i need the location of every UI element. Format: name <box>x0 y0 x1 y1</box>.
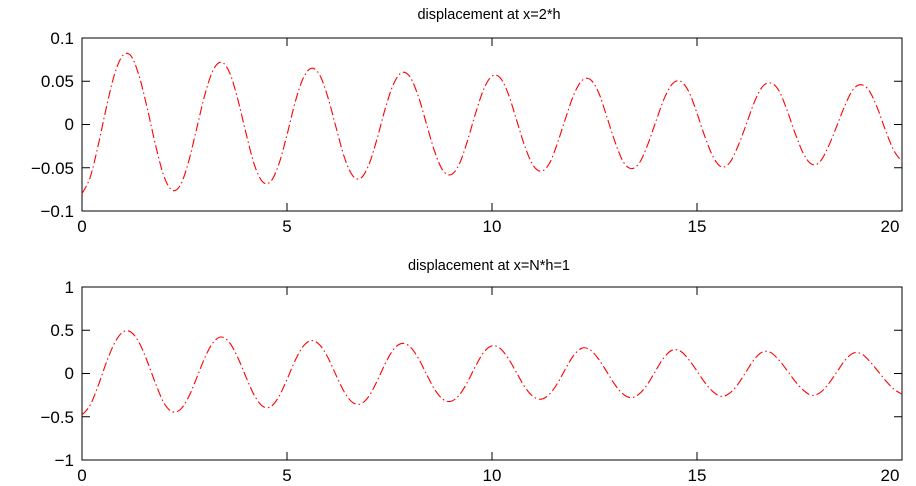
chart-title-bottom: displacement at x=N*h=1 <box>408 258 570 274</box>
series-line-bottom <box>81 330 903 416</box>
x-tick-label-top-4: 20 <box>881 217 900 236</box>
chart-title-top: displacement at x=2*h <box>417 7 560 23</box>
x-tick-label-bottom-3: 15 <box>688 466 707 485</box>
x-ticks-top: 0 5 10 15 20 <box>77 217 899 236</box>
x-tick-label-top-2: 10 <box>483 217 502 236</box>
y-tick-label-top-1: 0.05 <box>41 72 74 91</box>
x-tick-label-bottom-4: 20 <box>881 466 900 485</box>
x-tick-label-bottom-2: 10 <box>483 466 502 485</box>
x-tick-label-top-0: 0 <box>77 217 86 236</box>
y-tick-label-top-2: 0 <box>65 115 74 134</box>
x-ticks-bottom: 0 5 10 15 20 <box>77 466 899 485</box>
axes-box-bottom <box>81 286 903 461</box>
x-tick-label-bottom-0: 0 <box>77 466 86 485</box>
y-tick-label-top-0: 0.1 <box>50 29 74 48</box>
y-tick-label-top-3: −0.05 <box>31 159 74 178</box>
series-line-top <box>81 52 903 194</box>
x-tick-label-top-3: 15 <box>688 217 707 236</box>
x-tick-label-bottom-1: 5 <box>282 466 291 485</box>
y-tick-label-bottom-0: 1 <box>65 278 74 297</box>
y-tick-label-bottom-3: −0.5 <box>40 408 74 427</box>
tick-marks-bottom <box>81 286 903 461</box>
y-tick-label-top-4: −0.1 <box>40 202 74 221</box>
x-tick-label-top-1: 5 <box>282 217 291 236</box>
tick-marks-top <box>81 37 903 212</box>
y-tick-label-bottom-1: 0.5 <box>50 321 74 340</box>
y-ticks-bottom: 1 0.5 0 −0.5 −1 <box>40 278 74 470</box>
y-tick-label-bottom-2: 0 <box>65 364 74 383</box>
subplot-bottom: displacement at x=N*h=1 0 5 10 15 20 1 0… <box>40 258 903 485</box>
axes-box-top <box>81 37 903 212</box>
subplot-top: displacement at x=2*h 0 5 10 15 20 0.1 0… <box>31 7 903 236</box>
y-ticks-top: 0.1 0.05 0 −0.05 −0.1 <box>31 29 74 221</box>
y-tick-label-bottom-4: −1 <box>55 451 74 470</box>
